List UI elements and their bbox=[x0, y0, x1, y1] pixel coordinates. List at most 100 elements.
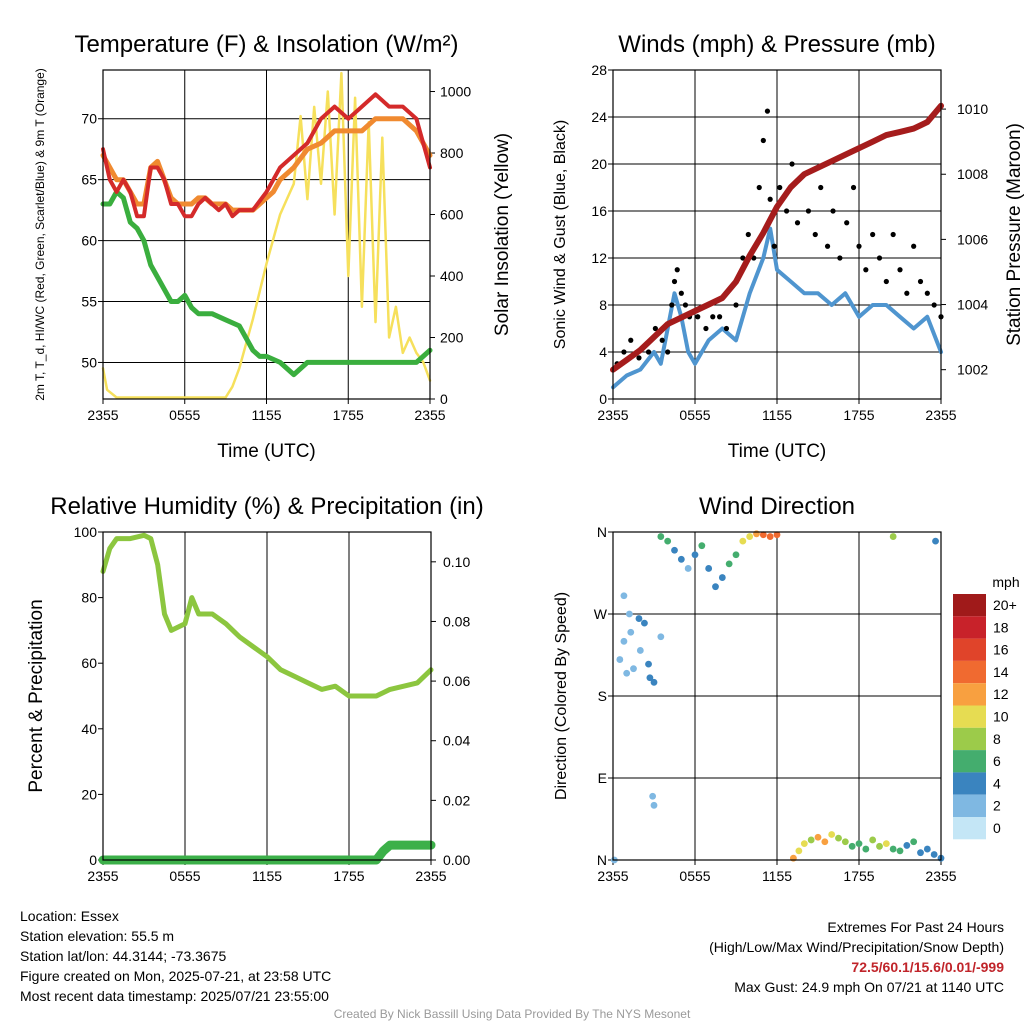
panel-humidity: Relative Humidity (%) & Precipitation (i… bbox=[26, 493, 484, 884]
y-tick-label: 8 bbox=[599, 297, 607, 313]
gust-point bbox=[818, 184, 824, 191]
chart-title-humidity: Relative Humidity (%) & Precipitation (i… bbox=[50, 493, 483, 520]
x-tick-label: 2355 bbox=[597, 407, 628, 423]
y-tick-label: 55 bbox=[81, 294, 97, 310]
colorbar: mph 20+ 18 16 14 12 10 8 6 4 2 0 bbox=[953, 574, 1020, 840]
gust-point bbox=[621, 349, 627, 355]
gust-point bbox=[876, 255, 883, 261]
colorbar-swatch bbox=[953, 594, 986, 617]
x-tick-label: 2355 bbox=[925, 868, 956, 884]
y-axis-label: Direction (Colored By Speed) bbox=[553, 592, 570, 800]
colorbar-label: 10 bbox=[993, 709, 1009, 725]
recent-timestamp-text: Most recent data timestamp: 2025/07/21 2… bbox=[20, 988, 329, 1004]
y-right-tick-label: 200 bbox=[440, 330, 464, 346]
series-line-sonic-wind bbox=[611, 226, 943, 390]
y-axis-label: Sonic Wind & Gust (Blue, Black) bbox=[552, 120, 569, 349]
gust-point bbox=[764, 108, 771, 114]
y-tick-label: 100 bbox=[74, 524, 98, 540]
y-tick-label: 60 bbox=[81, 233, 97, 249]
y-axis-label: 2m T, T_d, HI/WC (Red, Green, Scarlet/Bl… bbox=[33, 68, 47, 401]
latlon-text: Station lat/lon: 44.3144; -73.3675 bbox=[20, 948, 227, 964]
gust-point bbox=[917, 278, 924, 285]
chart-title-winds: Winds (mph) & Pressure (mb) bbox=[618, 31, 935, 58]
colorbar-swatch bbox=[953, 660, 986, 684]
y-right-tick-label: 0.00 bbox=[443, 852, 470, 868]
wind-direction-point bbox=[903, 842, 911, 849]
wind-direction-point bbox=[620, 637, 628, 645]
x-tick-label: 1755 bbox=[333, 868, 364, 884]
credit-text: Created By Nick Bassill Using Data Provi… bbox=[333, 1007, 691, 1021]
extremes-title: Extremes For Past 24 Hours bbox=[827, 919, 1004, 935]
y-right-tick-label: 400 bbox=[440, 268, 464, 284]
wind-direction-point bbox=[635, 615, 643, 622]
wind-direction-point bbox=[636, 647, 644, 654]
x-tick-label: 2355 bbox=[87, 407, 118, 423]
gust-point bbox=[850, 184, 857, 191]
wind-direction-point bbox=[725, 560, 733, 568]
wind-direction-point bbox=[910, 838, 918, 846]
y-right-axis-label: Solar Insolation (Yellow) bbox=[492, 133, 513, 336]
x-tick-label: 1155 bbox=[251, 407, 281, 423]
gust-point bbox=[740, 255, 746, 261]
gust-point bbox=[678, 290, 684, 296]
gust-point bbox=[777, 184, 783, 191]
wind-direction-point bbox=[620, 592, 628, 600]
gust-point bbox=[760, 137, 766, 144]
gust-point bbox=[783, 208, 790, 214]
extremes-info: Extremes For Past 24 Hours (High/Low/Max… bbox=[709, 917, 1004, 997]
wind-direction-point bbox=[657, 533, 665, 540]
wind-direction-point bbox=[821, 838, 829, 846]
gust-point bbox=[863, 267, 869, 273]
y-tick-label: E bbox=[598, 770, 607, 786]
wind-direction-point bbox=[930, 851, 938, 858]
y-tick-label: 0 bbox=[89, 852, 97, 868]
colorbar-label: 12 bbox=[993, 686, 1009, 702]
wind-direction-point bbox=[917, 849, 924, 857]
wind-direction-point bbox=[828, 831, 836, 838]
y-right-tick-label: 1010 bbox=[957, 101, 988, 117]
gust-point bbox=[703, 325, 709, 332]
gust-point bbox=[897, 267, 903, 273]
colorbar-swatch bbox=[953, 772, 986, 795]
gust-point bbox=[645, 349, 652, 355]
wind-direction-point bbox=[664, 537, 672, 545]
wind-direction-point bbox=[835, 834, 842, 842]
colorbar-label: 16 bbox=[993, 642, 1009, 658]
gust-point bbox=[844, 220, 850, 226]
wind-direction-point bbox=[896, 847, 904, 855]
wind-direction-point bbox=[814, 833, 822, 841]
y-tick-label: 24 bbox=[591, 109, 607, 125]
wind-direction-point bbox=[739, 537, 747, 545]
colorbar-swatch bbox=[953, 750, 986, 773]
wind-direction-point bbox=[623, 669, 631, 677]
extremes-subtitle: (High/Low/Max Wind/Precipitation/Snow De… bbox=[709, 939, 1004, 955]
y-tick-label: 20 bbox=[591, 156, 607, 172]
series-line-relative-humidity bbox=[100, 532, 434, 699]
gust-point bbox=[636, 355, 642, 361]
x-tick-label: 1755 bbox=[843, 868, 874, 884]
y-tick-label: N bbox=[597, 852, 607, 868]
wind-direction-point bbox=[650, 678, 658, 686]
colorbar-label: 14 bbox=[993, 664, 1009, 680]
y-right-tick-label: 1002 bbox=[957, 362, 988, 378]
y-tick-label: 4 bbox=[599, 344, 607, 360]
y-tick-label: 40 bbox=[81, 721, 97, 737]
station-info: Location: Essex Station elevation: 55.5 … bbox=[20, 906, 331, 1006]
y-right-tick-label: 0.08 bbox=[443, 613, 470, 629]
y-tick-label: 0 bbox=[599, 391, 607, 407]
gust-point bbox=[682, 302, 689, 308]
wind-direction-point bbox=[841, 838, 849, 846]
gust-point bbox=[837, 255, 843, 261]
colorbar-label: 8 bbox=[993, 731, 1001, 747]
gust-point bbox=[745, 231, 751, 238]
y-right-tick-label: 1008 bbox=[957, 166, 988, 182]
y-right-tick-label: 1000 bbox=[440, 84, 471, 100]
wind-direction-point bbox=[712, 583, 719, 591]
wind-direction-point bbox=[650, 801, 658, 809]
wind-direction-point bbox=[795, 847, 803, 855]
gust-point bbox=[911, 243, 917, 249]
colorbar-swatch bbox=[953, 705, 986, 728]
wind-direction-point bbox=[627, 628, 635, 636]
gust-point bbox=[812, 231, 818, 238]
